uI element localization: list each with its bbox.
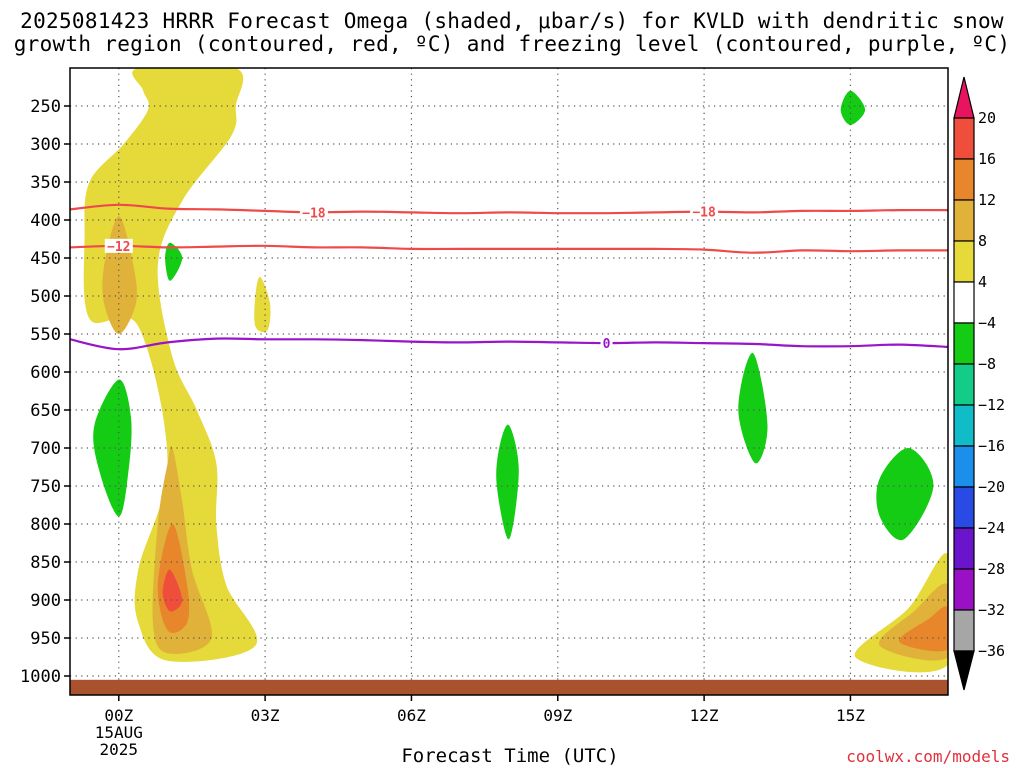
colorbar-swatch-7 [953, 363, 975, 406]
y-tick-label-1000: 1000 [20, 667, 61, 687]
freezing-level-contour-label-bg-0 [600, 336, 613, 351]
grid-lines [70, 68, 948, 695]
y-axis: 250 300 350 400 450 500 550 600 650 700 750 800 850 9… [20, 97, 70, 687]
omega-region-sinking-9 [93, 379, 132, 517]
colorbar-swatch-2 [953, 158, 975, 201]
colorbar-swatch-1 [953, 117, 975, 160]
x-tick-label-06Z: 06Z [397, 706, 426, 725]
colorbar-label-3: 8 [978, 232, 987, 250]
colorbar-label-1: 16 [978, 150, 996, 168]
colorbar: 20 16 12 8 4 −4 −8 −12 −16 −20 −24 −28 −32 −36 [953, 76, 1005, 691]
omega-region-sinking-12 [738, 352, 768, 464]
omega-region-sinking-14 [876, 447, 934, 541]
omega-region-rising-0 [83, 68, 258, 662]
dgz-contour-1 [70, 244, 948, 254]
colorbar-swatch-11 [953, 527, 975, 570]
dgz-contour-0-label-bg-0 [299, 205, 328, 220]
y-tick-label-450: 450 [30, 249, 61, 269]
colorbar-bottom-arrow [953, 650, 975, 691]
y-tick-label-400: 400 [30, 211, 61, 231]
dgz-contour-1-label-bg-0 [104, 238, 133, 253]
colorbar-swatch-10 [953, 486, 975, 529]
colorbar-label-10: −24 [978, 519, 1005, 537]
dgz-contour-1-label-0: −12 [107, 240, 130, 255]
x-tick-year: 2025 [100, 740, 139, 759]
colorbar-label-6: −8 [978, 355, 996, 373]
dgz-contour-0-label-0: −18 [302, 206, 326, 221]
chart-title-line2: growth region (contoured, red, ºC) and f… [13, 32, 1011, 56]
y-tick-label-900: 900 [30, 591, 61, 611]
colorbar-swatch-3 [953, 199, 975, 242]
y-tick-label-750: 750 [30, 477, 61, 497]
x-tick-label-12Z: 12Z [690, 706, 719, 725]
omega-region-sinking-13 [840, 90, 866, 125]
colorbar-swatch-12 [953, 568, 975, 611]
contours: −18 −18 −12 0 [70, 203, 948, 352]
dgz-contour-0 [70, 203, 948, 215]
omega-region-sinking-11 [496, 424, 519, 540]
y-tick-label-500: 500 [30, 287, 61, 307]
y-tick-label-950: 950 [30, 629, 61, 649]
y-tick-label-250: 250 [30, 97, 61, 117]
x-axis-label: Forecast Time (UTC) [401, 745, 619, 767]
y-tick-label-800: 800 [30, 515, 61, 535]
colorbar-label-5: −4 [978, 314, 996, 332]
freezing-level-contour [70, 337, 948, 351]
colorbar-label-12: −32 [978, 601, 1005, 619]
omega-region-rising-8 [162, 569, 183, 612]
colorbar-swatch-4 [953, 240, 975, 283]
colorbar-label-9: −20 [978, 478, 1005, 496]
credit-text: coolwx.com/models [846, 747, 1010, 766]
colorbar-swatch-8 [953, 404, 975, 447]
omega-shading [83, 68, 948, 673]
colorbar-label-7: −12 [978, 396, 1005, 414]
dgz-contour-0-label-1: −18 [692, 206, 716, 221]
x-tick-label-00Z: 00Z [104, 706, 133, 725]
omega-region-rising-1 [254, 276, 271, 333]
y-tick-label-300: 300 [30, 135, 61, 155]
y-tick-label-700: 700 [30, 439, 61, 459]
y-tick-label-850: 850 [30, 553, 61, 573]
colorbar-swatch-5 [953, 281, 975, 324]
y-tick-label-550: 550 [30, 325, 61, 345]
colorbar-label-11: −28 [978, 560, 1005, 578]
plot-frame [69, 67, 949, 696]
ground-bar [70, 679, 948, 695]
y-tick-label-600: 600 [30, 363, 61, 383]
y-tick-label-650: 650 [30, 401, 61, 421]
chart-title-line1: 2025081423 HRRR Forecast Omega (shaded, … [20, 9, 1004, 33]
omega-region-rising-7 [899, 606, 948, 652]
x-tick-label-03Z: 03Z [251, 706, 280, 725]
colorbar-label-2: 12 [978, 191, 996, 209]
colorbar-swatch-6 [953, 322, 975, 365]
freezing-level-contour-label-0: 0 [603, 337, 611, 352]
colorbar-top-arrow [953, 76, 975, 119]
colorbar-swatch-9 [953, 445, 975, 488]
x-tick-date: 15AUG [95, 723, 143, 742]
x-tick-label-09Z: 09Z [543, 706, 572, 725]
colorbar-swatch-13 [953, 609, 975, 652]
dgz-contour-0-label-bg-1 [690, 204, 719, 219]
x-tick-label-15Z: 15Z [836, 706, 865, 725]
y-tick-label-350: 350 [30, 173, 61, 193]
colorbar-label-8: −16 [978, 437, 1005, 455]
omega-region-sinking-10 [165, 242, 183, 281]
colorbar-label-13: −36 [978, 642, 1005, 660]
colorbar-label-4: 4 [978, 273, 987, 291]
colorbar-label-0: 20 [978, 109, 996, 127]
